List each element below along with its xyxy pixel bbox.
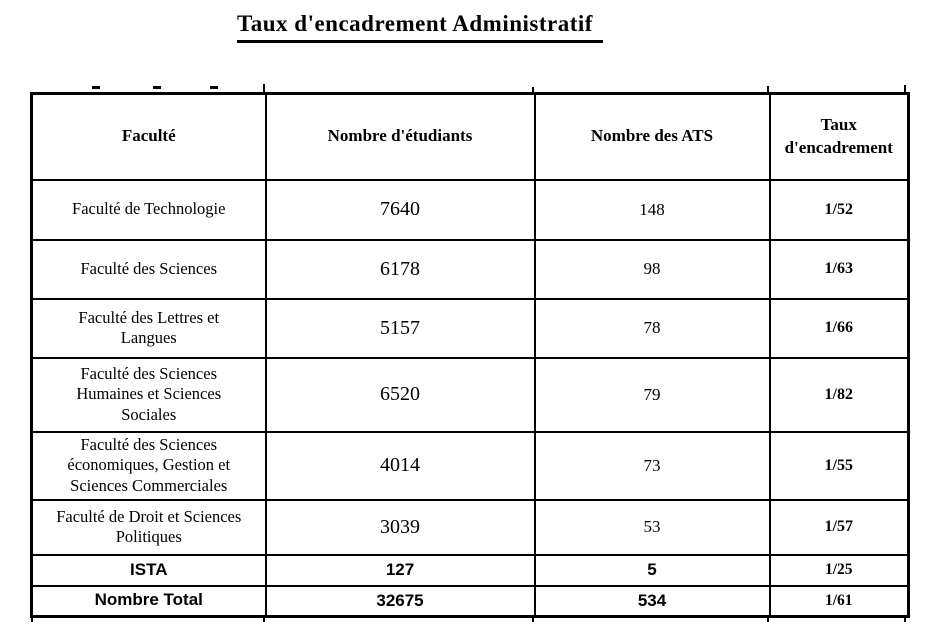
crop-artifact-tick	[31, 616, 33, 622]
crop-artifact-tick	[263, 616, 265, 622]
rate-cell: 1/63	[768, 238, 910, 300]
crop-artifact-tick	[532, 616, 534, 622]
header-faculte: Faculté	[30, 92, 267, 181]
table-row-ista: ISTA 127 5 1/25	[30, 553, 910, 587]
faculty-cell: Faculté des Sciences économiques, Gestio…	[30, 430, 267, 501]
crop-artifact-tick	[153, 86, 161, 89]
crop-artifact-tick	[263, 84, 265, 93]
header-nombre-etudiants: Nombre d'étudiants	[264, 92, 536, 181]
page-title: Taux d'encadrement Administratif	[237, 11, 603, 43]
ats-cell: 78	[533, 297, 771, 359]
ats-cell: 79	[533, 356, 771, 433]
encadrement-table: Faculté Nombre d'étudiants Nombre des AT…	[30, 92, 910, 618]
faculty-cell: ISTA	[30, 553, 267, 587]
students-cell: 7640	[264, 178, 536, 241]
table-row: Faculté des Sciences 6178 98 1/63	[30, 238, 910, 300]
crop-artifact-tick	[210, 86, 218, 89]
header-nombre-ats: Nombre des ATS	[533, 92, 771, 181]
ats-cell: 5	[533, 553, 771, 587]
ats-cell: 534	[533, 584, 771, 618]
students-cell: 127	[264, 553, 536, 587]
ats-cell: 73	[533, 430, 771, 501]
students-cell: 6178	[264, 238, 536, 300]
table-header-row: Faculté Nombre d'étudiants Nombre des AT…	[30, 92, 910, 181]
rate-cell: 1/57	[768, 498, 910, 556]
students-cell: 5157	[264, 297, 536, 359]
header-taux-encadrement: Taux d'encadrement	[768, 92, 910, 181]
faculty-cell: Faculté de Technologie	[30, 178, 267, 241]
ats-cell: 98	[533, 238, 771, 300]
crop-artifact-tick	[767, 86, 769, 93]
faculty-cell: Faculté des Sciences	[30, 238, 267, 300]
rate-cell: 1/82	[768, 356, 910, 433]
ats-cell: 148	[533, 178, 771, 241]
crop-artifact-tick	[767, 616, 769, 622]
students-cell: 3039	[264, 498, 536, 556]
table-row: Faculté de Droit et Sciences Politiques …	[30, 498, 910, 556]
ats-cell: 53	[533, 498, 771, 556]
rate-cell: 1/52	[768, 178, 910, 241]
crop-artifact-tick	[532, 87, 534, 93]
students-cell: 32675	[264, 584, 536, 618]
students-cell: 6520	[264, 356, 536, 433]
crop-artifact-tick	[904, 85, 906, 93]
table-row: Faculté des Sciences Humaines et Science…	[30, 356, 910, 433]
faculty-cell: Faculté de Droit et Sciences Politiques	[30, 498, 267, 556]
table-row: Faculté de Technologie 7640 148 1/52	[30, 178, 910, 241]
table-row: Faculté des Sciences économiques, Gestio…	[30, 430, 910, 501]
table-row-total: Nombre Total 32675 534 1/61	[30, 584, 910, 618]
faculty-cell: Nombre Total	[30, 584, 267, 618]
rate-cell: 1/61	[768, 584, 910, 618]
students-cell: 4014	[264, 430, 536, 501]
table-row: Faculté des Lettres et Langues 5157 78 1…	[30, 297, 910, 359]
crop-artifact-tick	[904, 616, 906, 622]
faculty-cell: Faculté des Sciences Humaines et Science…	[30, 356, 267, 433]
rate-cell: 1/55	[768, 430, 910, 501]
faculty-cell: Faculté des Lettres et Langues	[30, 297, 267, 359]
rate-cell: 1/25	[768, 553, 910, 587]
rate-cell: 1/66	[768, 297, 910, 359]
crop-artifact-tick	[92, 86, 100, 89]
